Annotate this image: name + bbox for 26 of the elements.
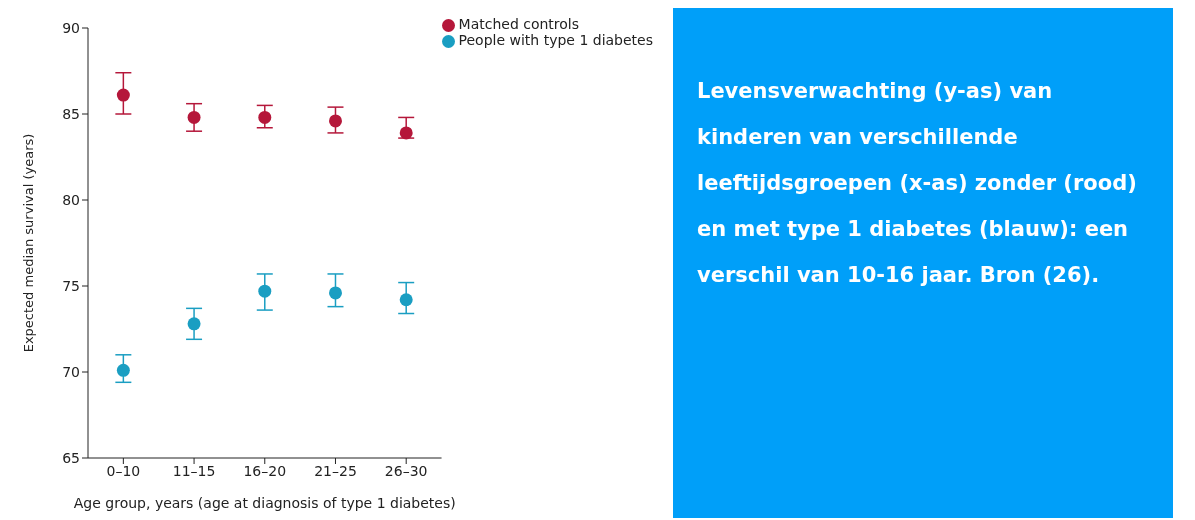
y-axis-title: Expected median survival (years) <box>20 133 36 353</box>
y-tick-label: 90 <box>62 19 80 36</box>
point <box>258 110 272 124</box>
legend-label: People with type 1 diabetes <box>458 32 653 48</box>
y-tick-label: 75 <box>62 277 80 294</box>
x-tick-label: 26–30 <box>384 462 428 479</box>
x-tick-label: 21–25 <box>314 462 357 479</box>
y-tick-label: 85 <box>62 105 80 122</box>
point <box>187 317 201 331</box>
x-tick-label: 0–10 <box>106 462 141 479</box>
point <box>116 363 130 377</box>
point <box>399 126 413 140</box>
point <box>258 284 272 298</box>
text: Levensverwachting (y-as) van kinderen van verschillende leeftijdsgroepen (x-as) zonder (rood) en met type 1 diabetes (blauw): een verschil van 10-16 jaar. Bron (26). <box>697 78 1138 289</box>
y-tick-label: 70 <box>62 363 80 380</box>
x-tick-label: 11–15 <box>172 462 216 479</box>
x-tick-label: 16–20 <box>243 462 287 479</box>
legend-label: Matched controls <box>458 16 580 32</box>
y-tick-label: 80 <box>62 191 80 208</box>
point <box>328 114 342 128</box>
point <box>116 88 130 102</box>
x-axis-title: Age group, years (age at diagnosis of type 1 diabetes) <box>73 495 456 511</box>
point <box>328 286 342 300</box>
y-tick-label: 65 <box>62 449 80 466</box>
point <box>399 293 413 307</box>
point <box>187 110 201 124</box>
